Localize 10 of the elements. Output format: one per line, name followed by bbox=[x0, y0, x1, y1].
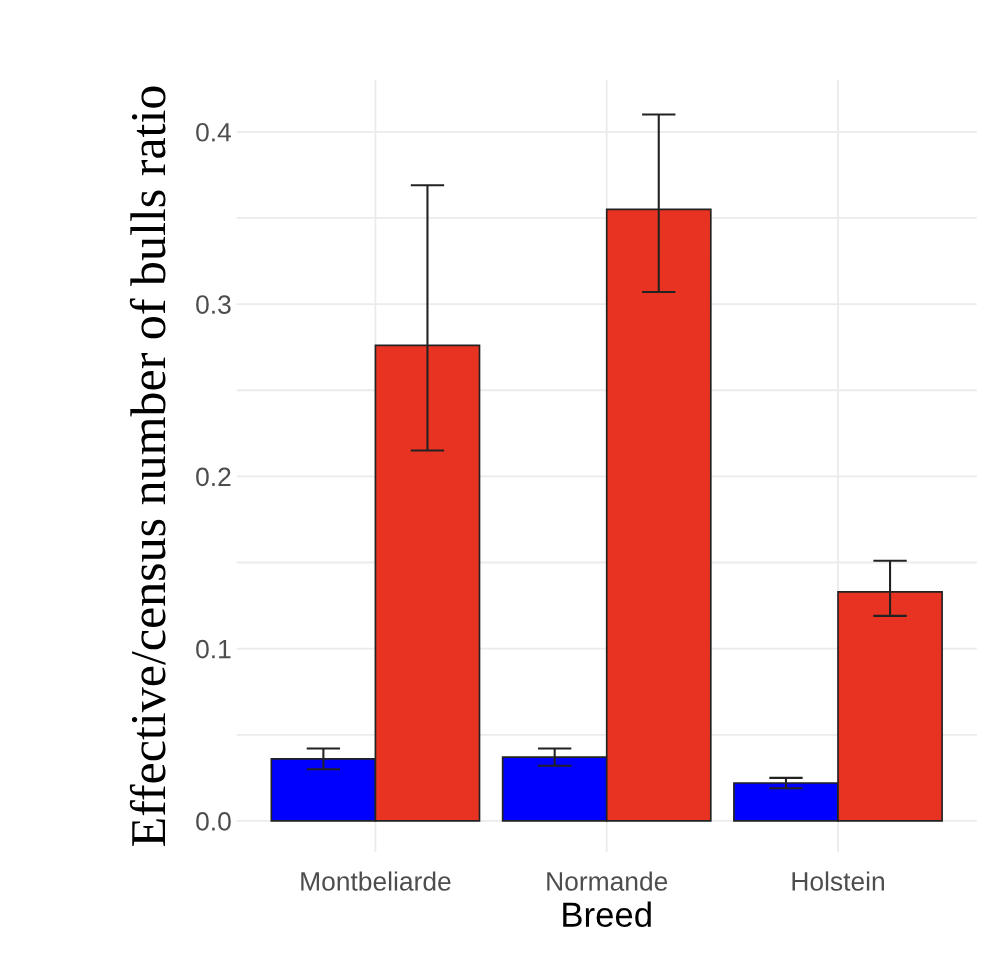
y-axis-title: Effective/census number of bulls ratio bbox=[129, 86, 166, 846]
x-tick-label: Montbeliarde bbox=[301, 871, 451, 891]
y-tick-label: 0.2 bbox=[196, 467, 231, 487]
y-tick-label: 0.1 bbox=[196, 639, 231, 659]
y-tick-label: 0.4 bbox=[196, 122, 232, 142]
x-tick-label: Holstein bbox=[792, 871, 884, 891]
y-tick-label: 0.0 bbox=[196, 812, 231, 831]
y-tick-label: 0.3 bbox=[196, 295, 231, 314]
x-axis-title: Breed bbox=[563, 901, 651, 928]
x-tick-label: Normande bbox=[547, 871, 668, 891]
